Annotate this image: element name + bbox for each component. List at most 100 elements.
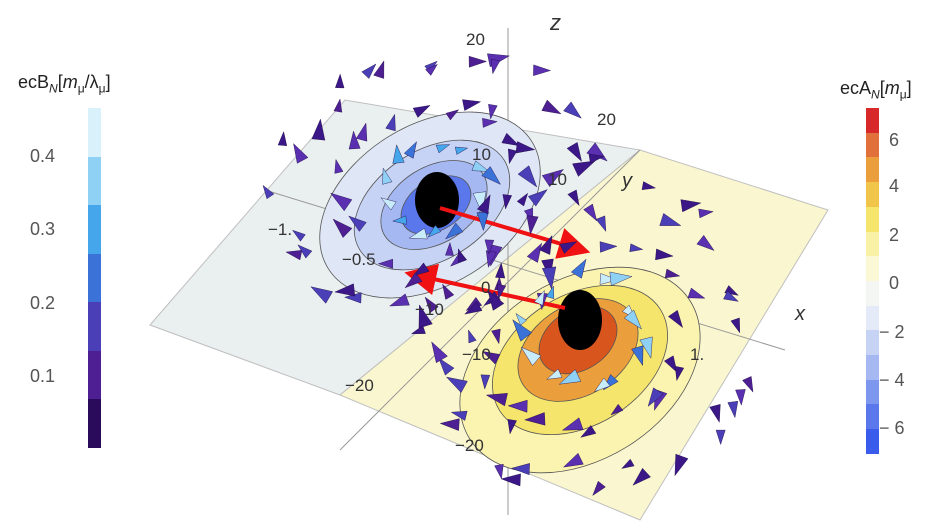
vector-cone: [457, 248, 467, 263]
vector-cone: [348, 130, 361, 150]
colorbar-segment: [88, 253, 101, 303]
vector-cone: [468, 55, 488, 68]
colorbar-segment: [88, 350, 101, 400]
vector-cone: [495, 262, 506, 279]
vector-cone: [730, 317, 740, 334]
vector-cone: [491, 328, 501, 345]
vector-cone: [558, 369, 582, 385]
vector-cone: [664, 268, 681, 279]
vector-cone: [464, 300, 483, 315]
vector-cone: [516, 192, 529, 207]
vector-cone: [439, 418, 460, 431]
vector-cone: [476, 194, 491, 215]
vector-cone: [641, 181, 657, 190]
colorbar-segment: [866, 108, 879, 133]
vector-cone: [698, 208, 714, 219]
vector-cone: [639, 336, 653, 359]
vector-cone: [348, 215, 367, 232]
colorbar-segment: [88, 156, 101, 206]
vector-cone: [583, 203, 598, 222]
vector-cone: [668, 309, 683, 329]
vector-cone: [593, 377, 611, 393]
vector-cone: [482, 351, 501, 365]
vector-cone: [482, 118, 498, 128]
vector-cone: [538, 235, 553, 255]
vector-cone: [515, 312, 527, 326]
vector-cone: [485, 250, 497, 268]
vector-cone: [507, 399, 528, 413]
vector-cone: [588, 153, 605, 164]
vector-cone: [507, 419, 517, 435]
vector-cone: [361, 63, 377, 79]
vector-cone: [663, 355, 678, 373]
y-axis-label: y: [622, 170, 632, 192]
vector-cone: [546, 368, 563, 380]
legend-right-tick: 2: [889, 225, 900, 245]
vector-cone: [595, 215, 607, 233]
vector-cone: [517, 165, 538, 188]
colorbar-segment: [866, 206, 879, 232]
legend-right-tick: − 2: [879, 322, 905, 342]
vector-cone: [541, 169, 565, 188]
positive-core: [558, 290, 602, 350]
vector-cone: [675, 366, 685, 382]
vector-cones: [262, 53, 754, 496]
vector-cone: [389, 293, 410, 307]
z-tick-label: −10: [462, 345, 491, 364]
vector-cone: [292, 229, 306, 242]
vector-cone: [631, 345, 644, 367]
colorbar-segment: [866, 132, 879, 158]
vector-cone: [541, 99, 562, 115]
vector-cone: [715, 429, 726, 446]
legend-right-tick: − 4: [879, 370, 905, 390]
vector-cone: [462, 99, 482, 111]
vector-cone: [330, 192, 353, 212]
vector-cone: [435, 144, 451, 154]
y-tick-label: 10: [548, 170, 567, 189]
vector-cone: [445, 109, 460, 121]
colorbar-segment: [88, 399, 101, 448]
colorbar-segment: [866, 280, 879, 306]
vector-cone: [454, 146, 469, 155]
vector-cone: [592, 480, 606, 496]
legend-left-tick: 0.2: [30, 293, 56, 313]
vector-cone: [450, 410, 468, 421]
y-tick-label: −20: [345, 376, 374, 395]
vector-cone: [481, 166, 501, 185]
legend-right-colorbar: [866, 108, 879, 454]
vector-cone: [647, 387, 664, 407]
vector-cone: [709, 404, 721, 423]
vector-cone: [659, 213, 682, 226]
vector-cone: [262, 184, 275, 200]
vector-cone: [510, 463, 530, 476]
vector-cone: [559, 241, 578, 254]
y-tick-label: −10: [415, 300, 444, 319]
vector-cone: [609, 271, 633, 286]
colorbar-segment: [866, 231, 879, 257]
z-tick-label: −20: [455, 436, 484, 455]
vector-cone: [377, 258, 393, 269]
colorbar-segment: [866, 429, 879, 454]
vector-cone: [735, 389, 746, 406]
vector-cone: [494, 463, 504, 480]
vector-cone: [334, 158, 344, 174]
legend-right-title: ecAN[mμ]: [840, 78, 912, 102]
vector-cone: [471, 160, 490, 172]
vector-cone: [333, 98, 343, 113]
vector-cone: [632, 467, 651, 486]
vector-cone: [425, 63, 438, 76]
vector-cone: [373, 60, 385, 79]
vector-cone: [403, 141, 417, 159]
legend-right-tick: 0: [889, 273, 900, 293]
vector-cone: [623, 309, 642, 330]
vector-cone: [500, 473, 521, 487]
vector-cone: [438, 357, 455, 376]
vector-cone: [570, 258, 587, 279]
vector-cone: [572, 160, 596, 177]
vector-cone: [546, 285, 555, 300]
vector-cone: [332, 218, 353, 238]
colorbar-segment: [866, 355, 879, 380]
vector-cone: [404, 272, 423, 289]
colorbar-segment: [88, 108, 101, 157]
